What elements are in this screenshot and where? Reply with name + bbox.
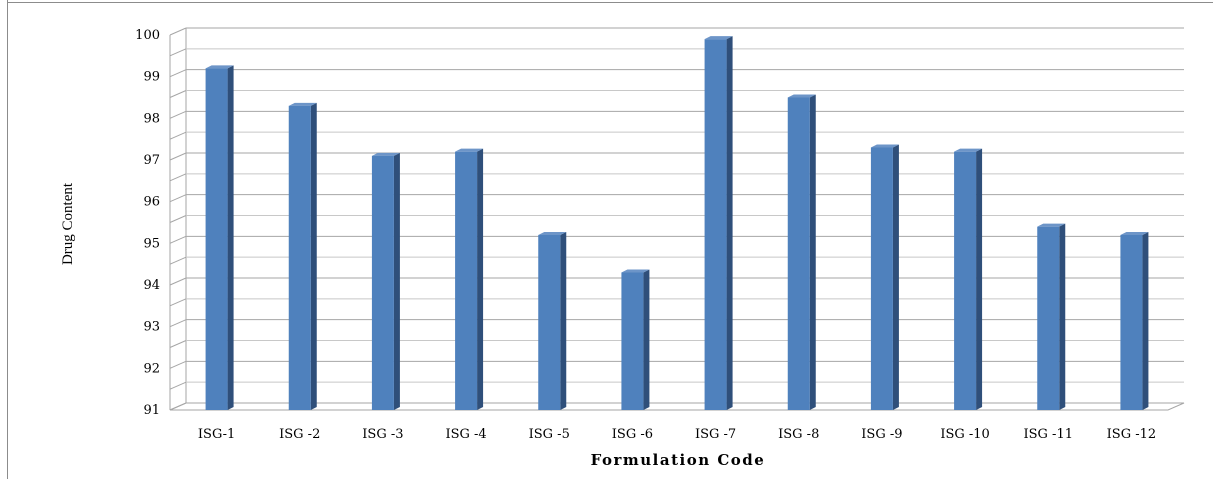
side-wall-line [169,235,187,244]
x-tick-label: ISG -2 [279,427,320,442]
bar-top [787,94,816,98]
bar [288,102,317,410]
x-tick-label: ISG -11 [1024,427,1074,442]
x-tick-label: ISG -8 [778,427,819,442]
bar-side [976,148,983,410]
side-wall-line [169,173,187,182]
bar-front [954,151,977,410]
bar-side [560,232,567,410]
side-wall-line [169,360,187,369]
y-axis-title: Drug Content [60,182,76,265]
side-wall-line [169,277,187,286]
side-wall-line [169,131,187,140]
plot-area [169,27,1185,411]
side-wall-line [169,194,187,203]
bar-side [726,36,733,411]
bar-front [1037,226,1060,410]
side-wall-line [169,69,187,78]
bar-front [288,105,311,410]
y-tick-label: 93 [143,320,160,335]
bar [371,152,400,411]
bar-top [538,232,567,235]
bar-front [205,68,228,410]
bar-side [477,148,484,410]
y-tick-label: 95 [143,236,160,251]
side-wall-line [169,215,187,223]
side-wall-line [169,90,187,98]
bar-top [371,152,400,156]
y-tick-label: 96 [143,195,160,210]
bar-side [310,102,317,410]
x-tick-label: ISG -3 [362,427,403,442]
bar [1037,223,1066,410]
y-tick-label: 91 [143,403,160,418]
x-tick-label: ISG -5 [529,427,570,442]
x-tick-label: ISG -4 [445,427,486,442]
bar-top [1120,232,1149,235]
bar-top [954,148,983,152]
bar-side [809,94,816,410]
x-tick-label: ISG-1 [198,427,235,442]
bar-front [371,155,394,410]
bar-front [621,272,644,410]
side-wall-line [169,298,187,307]
bar [1120,232,1149,410]
bar-top [205,65,234,69]
bar-front [455,151,478,410]
y-tick-label: 98 [143,111,160,126]
x-tick-label: ISG -9 [861,427,902,442]
x-tick-label: ISG -12 [1107,427,1157,442]
side-wall-line [169,27,187,36]
bar [621,269,650,410]
bar-side [1059,223,1066,410]
x-axis-title: Formulation Code [591,451,766,469]
side-wall-line [169,256,187,265]
bar-side [643,269,650,410]
y-tick-labels: 91 92 93 94 95 96 97 98 99 100 [135,28,160,418]
bar-top [1037,223,1066,227]
y-tick-label: 99 [143,70,160,85]
floor [169,402,1185,411]
y-tick-label: 100 [135,28,160,43]
x-tick-labels: ISG-1 ISG -2 ISG -3 ISG -4 ISG -5 ISG -6 ISG -… [198,427,1156,442]
y-tick-label: 97 [143,153,160,168]
bar-side [393,152,400,411]
bar-top [455,148,484,152]
bar-front [787,97,810,410]
bar-top [288,102,317,106]
side-wall-line [169,110,187,119]
x-tick-label: ISG -7 [695,427,736,442]
bar-side [892,144,899,410]
bar [538,232,567,410]
side-wall-line [169,319,187,328]
bar-side [1142,232,1149,410]
bar-top [621,269,650,273]
bar [205,65,234,410]
side-wall-line [169,152,187,161]
bar [954,148,983,410]
side-wall-line [169,381,187,390]
bar-front [704,39,727,411]
x-tick-label: ISG -6 [612,427,653,442]
bar [787,94,816,410]
bar-front [870,147,893,410]
bar [455,148,484,410]
bar-side [227,65,234,410]
x-tick-label: ISG -10 [940,427,990,442]
bar-front [1120,235,1143,410]
side-wall-line [169,340,187,348]
bar-top [704,36,733,40]
y-tick-label: 92 [143,361,160,376]
side-wall-line [169,48,187,57]
bar [870,144,899,410]
y-tick-label: 94 [143,278,160,293]
bar [704,36,733,411]
bar-top [870,144,899,148]
bar-front [538,235,561,410]
